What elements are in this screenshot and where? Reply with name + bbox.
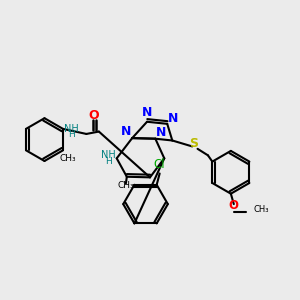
Text: CH₃: CH₃ bbox=[117, 181, 134, 190]
Text: N: N bbox=[168, 112, 178, 125]
Text: CH₃: CH₃ bbox=[253, 205, 268, 214]
Text: H: H bbox=[68, 130, 75, 139]
Text: Cl: Cl bbox=[154, 158, 166, 171]
Text: N: N bbox=[121, 125, 131, 138]
Text: O: O bbox=[229, 199, 239, 212]
Text: N: N bbox=[155, 126, 166, 139]
Text: S: S bbox=[189, 137, 198, 150]
Text: N: N bbox=[142, 106, 152, 119]
Text: NH: NH bbox=[101, 150, 116, 160]
Text: NH: NH bbox=[64, 124, 79, 134]
Text: CH₃: CH₃ bbox=[59, 154, 76, 163]
Text: H: H bbox=[105, 157, 112, 166]
Text: O: O bbox=[88, 109, 99, 122]
